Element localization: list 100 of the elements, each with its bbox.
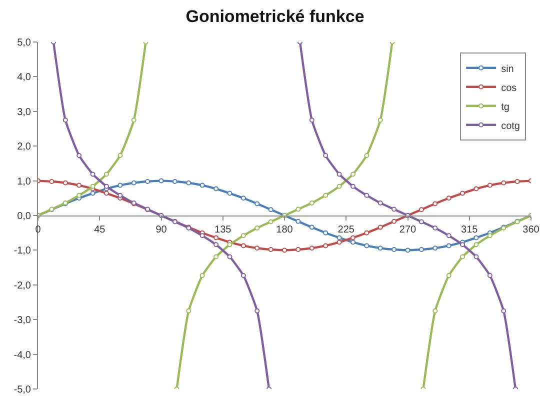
x-tick-label: 315 xyxy=(461,224,478,236)
point xyxy=(309,224,314,230)
legend-label: tg xyxy=(501,102,510,113)
point xyxy=(268,219,274,224)
point xyxy=(446,273,452,278)
y-tick-label: -4,0 xyxy=(14,350,32,361)
point xyxy=(418,207,424,212)
point xyxy=(240,196,246,201)
point xyxy=(186,180,192,186)
point xyxy=(76,152,82,158)
point xyxy=(240,233,246,238)
point xyxy=(254,201,260,206)
point xyxy=(158,178,164,184)
point xyxy=(131,180,136,186)
y-tick-label: 4,0 xyxy=(17,72,32,84)
point xyxy=(364,192,370,198)
point xyxy=(309,246,314,251)
point xyxy=(460,190,466,196)
point xyxy=(62,118,68,123)
point xyxy=(240,243,246,248)
y-tick-label: -5,0 xyxy=(14,384,32,396)
point xyxy=(364,243,370,248)
point xyxy=(446,233,452,238)
point xyxy=(350,240,356,245)
point xyxy=(392,218,397,224)
point xyxy=(76,182,82,188)
point xyxy=(62,180,68,186)
point xyxy=(323,192,328,198)
y-tick-label: 5,0 xyxy=(17,38,32,48)
point xyxy=(240,273,246,278)
point xyxy=(418,219,424,224)
point xyxy=(474,242,479,248)
point xyxy=(392,247,397,252)
y-tick-label: 0,0 xyxy=(17,211,32,222)
point xyxy=(282,248,287,253)
point xyxy=(336,184,342,189)
legend-label: sin xyxy=(501,64,514,75)
point xyxy=(446,243,452,248)
point xyxy=(378,200,383,206)
point xyxy=(118,182,123,188)
point xyxy=(378,224,383,230)
point xyxy=(200,273,205,278)
point xyxy=(364,152,370,158)
point xyxy=(90,184,96,189)
point xyxy=(254,225,260,230)
point xyxy=(432,308,438,314)
point xyxy=(392,206,397,212)
y-tick-label: 2,0 xyxy=(17,142,32,153)
point xyxy=(405,248,410,253)
x-tick-label: 360 xyxy=(522,224,540,236)
point xyxy=(501,180,506,186)
point xyxy=(227,242,232,248)
point xyxy=(432,225,438,230)
point xyxy=(460,254,466,260)
point xyxy=(200,182,205,188)
point xyxy=(268,247,274,252)
point xyxy=(118,152,123,158)
x-tick-label: 135 xyxy=(214,224,232,236)
point xyxy=(474,186,479,192)
point xyxy=(501,308,506,314)
point xyxy=(227,190,232,196)
point xyxy=(254,246,260,251)
point xyxy=(350,235,356,240)
point xyxy=(227,254,232,260)
point xyxy=(474,235,479,240)
point xyxy=(418,247,424,252)
point xyxy=(446,196,452,201)
chart-title: Goniometrické funkce xyxy=(186,7,364,26)
point xyxy=(90,190,96,196)
y-tick-label: 1,0 xyxy=(17,176,32,188)
point xyxy=(90,172,96,177)
y-tick-label: -2,0 xyxy=(14,280,32,292)
point xyxy=(432,246,438,251)
point xyxy=(309,118,314,123)
point xyxy=(172,178,178,184)
point xyxy=(309,200,314,206)
point xyxy=(254,308,260,314)
point xyxy=(104,172,109,177)
point xyxy=(336,240,342,245)
point xyxy=(514,178,520,184)
point xyxy=(214,242,219,248)
point xyxy=(296,206,301,212)
point xyxy=(323,230,328,236)
point xyxy=(49,178,54,184)
point xyxy=(268,207,274,212)
point xyxy=(350,184,356,189)
y-tick-label: 3,0 xyxy=(17,106,32,118)
x-tick-label: 45 xyxy=(94,224,106,236)
point xyxy=(350,172,356,177)
point xyxy=(200,233,205,238)
point xyxy=(214,254,219,260)
point xyxy=(104,184,109,189)
point xyxy=(296,247,301,252)
point xyxy=(487,233,492,238)
point xyxy=(131,118,136,123)
point xyxy=(323,152,328,158)
x-tick-label: 225 xyxy=(338,224,355,236)
point xyxy=(118,192,123,198)
point xyxy=(323,243,328,248)
legend-label: cotg xyxy=(501,120,520,132)
